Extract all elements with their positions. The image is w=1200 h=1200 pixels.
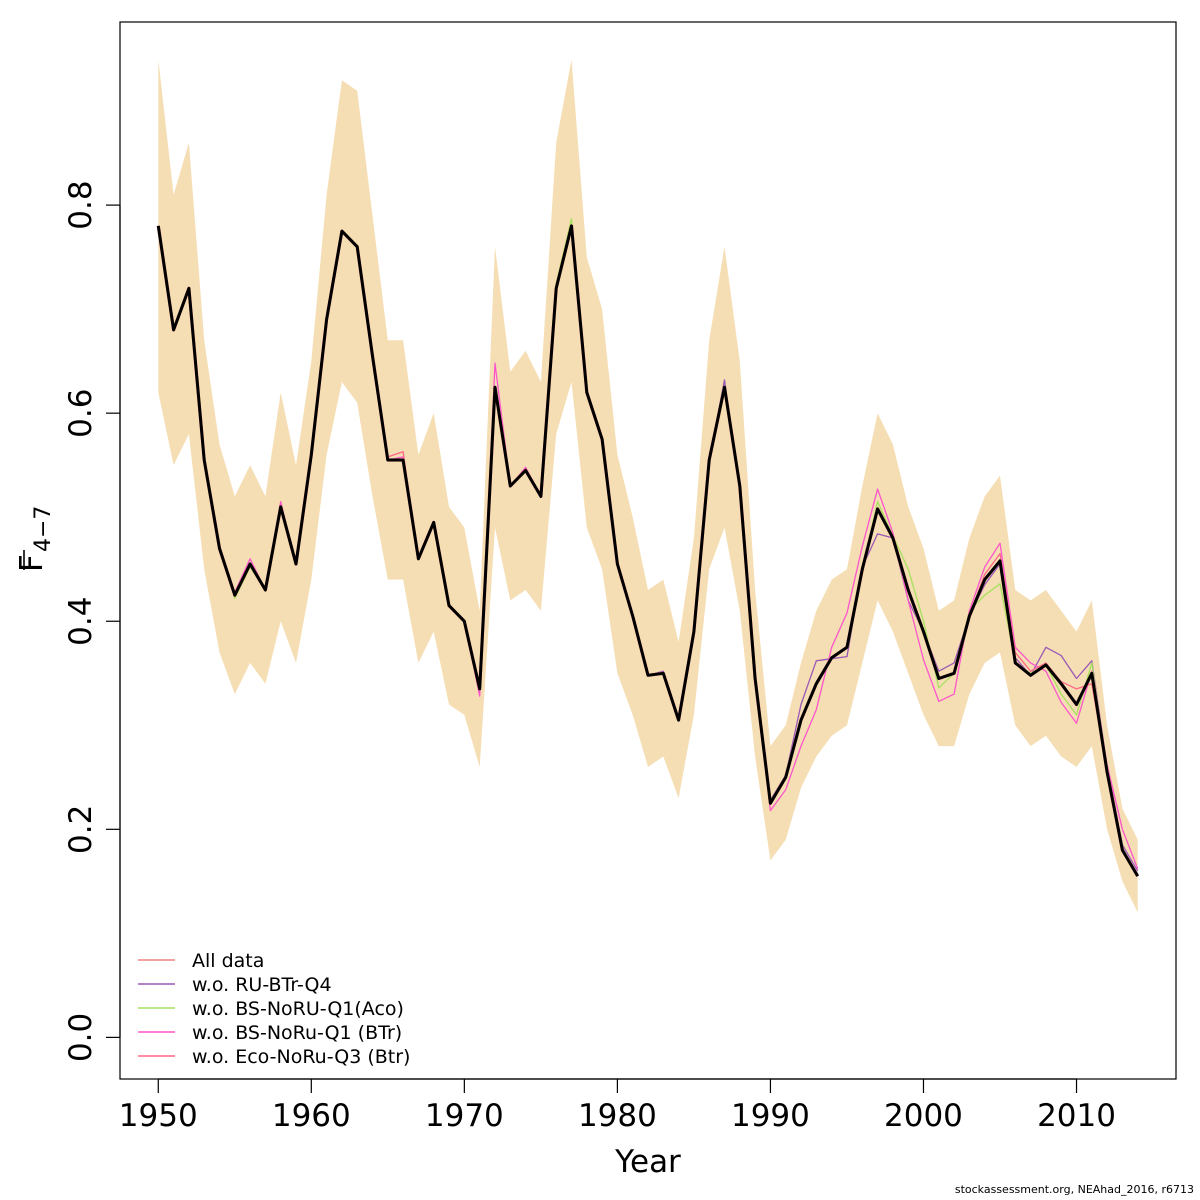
legend-label: w.o. Eco-NoRu-Q3 (Btr)	[192, 1046, 410, 1068]
x-tick-label: 1960	[272, 1098, 351, 1134]
y-tick-label: 0.2	[63, 805, 99, 854]
legend-label: All data	[192, 950, 264, 972]
y-tick-label: 0.6	[63, 389, 99, 438]
confidence-band	[158, 59, 1138, 913]
y-axis-title-main: F	[14, 554, 50, 572]
y-tick-label: 0.0	[63, 1013, 99, 1062]
x-tick-label: 2010	[1037, 1098, 1116, 1134]
y-axis-title-subscript: 4−7	[31, 506, 56, 552]
x-tick-label: 1980	[578, 1098, 657, 1134]
x-axis: 1950 1960 1970 1980 1990 2000 2010	[119, 1078, 1116, 1134]
x-tick-label: 1990	[731, 1098, 810, 1134]
y-tick-label: 0.4	[63, 597, 99, 646]
credit-text: stockassessment.org, NEAhad_2016, r6713	[954, 1183, 1194, 1196]
x-tick-label: 2000	[884, 1098, 963, 1134]
x-axis-title: Year	[614, 1144, 681, 1180]
confidence-band-layer	[158, 59, 1138, 913]
y-tick-label: 0.8	[63, 180, 99, 229]
legend-label: w.o. RU-BTr-Q4	[192, 974, 332, 996]
y-axis-title: F 4−7	[14, 506, 56, 572]
legend-label: w.o. BS-NoRU-Q1(Aco)	[192, 998, 404, 1020]
x-tick-label: 1970	[425, 1098, 504, 1134]
x-tick-label: 1950	[119, 1098, 198, 1134]
y-axis: 0.0 0.2 0.4 0.6 0.8	[63, 180, 121, 1062]
series-layer	[156, 217, 1140, 877]
legend-label: w.o. BS-NoRu-Q1 (BTr)	[192, 1022, 402, 1044]
series-line-overall-estimate	[156, 224, 1139, 877]
